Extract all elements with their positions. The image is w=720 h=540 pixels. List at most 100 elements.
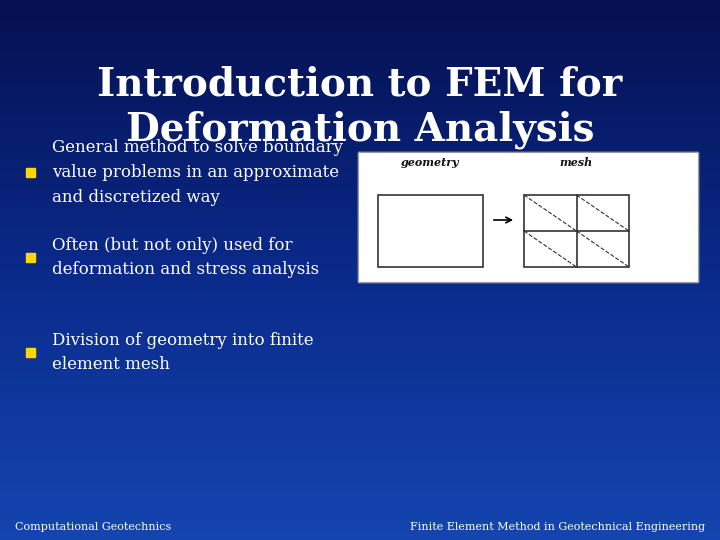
Bar	[0, 266, 720, 270]
Text: Introduction to FEM for: Introduction to FEM for	[97, 66, 623, 104]
Bar	[0, 193, 720, 197]
Bar	[0, 350, 720, 354]
Bar	[0, 291, 720, 294]
Bar	[0, 415, 720, 419]
Bar	[0, 150, 720, 154]
Bar	[0, 534, 720, 537]
Bar	[0, 110, 720, 113]
Bar	[0, 423, 720, 427]
Bar	[0, 247, 720, 251]
Bar	[0, 115, 720, 119]
Bar	[0, 210, 720, 213]
Bar	[0, 458, 720, 462]
Bar	[0, 80, 720, 84]
Bar	[0, 450, 720, 454]
Bar	[0, 31, 720, 35]
Bar	[0, 372, 720, 375]
Bar	[0, 409, 720, 413]
Bar	[0, 183, 720, 186]
Bar	[0, 280, 720, 284]
Bar	[0, 129, 720, 132]
Bar	[0, 185, 720, 189]
Bar	[0, 434, 720, 437]
Bar	[0, 380, 720, 383]
Bar	[0, 253, 720, 256]
Bar	[0, 417, 720, 421]
Bar	[0, 320, 720, 324]
Bar	[0, 469, 720, 472]
Bar	[0, 345, 720, 348]
Bar	[0, 69, 720, 73]
Bar	[0, 420, 720, 424]
Bar	[0, 7, 720, 11]
Bar	[0, 299, 720, 302]
Bar	[0, 301, 720, 305]
Bar	[0, 39, 720, 43]
Bar	[0, 517, 720, 521]
Bar	[358, 152, 698, 282]
Bar	[0, 342, 720, 346]
Bar	[0, 493, 720, 497]
Bar	[0, 482, 720, 486]
Bar	[0, 496, 720, 500]
Bar	[0, 474, 720, 478]
Bar	[0, 64, 720, 68]
Bar	[0, 237, 720, 240]
Bar	[0, 363, 720, 367]
Bar	[0, 515, 720, 518]
Bar	[0, 374, 720, 378]
Bar	[0, 509, 720, 513]
Bar	[0, 358, 720, 362]
Bar	[0, 531, 720, 535]
Bar	[0, 4, 720, 8]
Bar	[0, 102, 720, 105]
Bar	[0, 366, 720, 370]
Bar	[0, 520, 720, 524]
Bar	[0, 156, 720, 159]
Bar	[0, 134, 720, 138]
Text: Finite Element Method in Geotechnical Engineering: Finite Element Method in Geotechnical En…	[410, 522, 705, 532]
Bar	[0, 461, 720, 464]
Text: Deformation Analysis: Deformation Analysis	[126, 111, 594, 149]
Bar	[0, 369, 720, 373]
Bar	[0, 404, 720, 408]
Bar	[0, 180, 720, 184]
Bar	[0, 480, 720, 483]
Text: geometry: geometry	[401, 157, 460, 167]
Bar	[0, 53, 720, 57]
Bar	[0, 326, 720, 329]
Bar	[0, 285, 720, 289]
Bar	[0, 361, 720, 365]
Bar	[0, 137, 720, 140]
Bar	[0, 347, 720, 351]
Bar	[0, 107, 720, 111]
Text: Division of geometry into finite
element mesh: Division of geometry into finite element…	[52, 332, 314, 373]
Bar	[0, 196, 720, 200]
Bar	[0, 407, 720, 410]
Bar	[0, 223, 720, 227]
Bar	[0, 512, 720, 516]
Bar	[0, 501, 720, 505]
Bar	[0, 166, 720, 170]
Bar	[0, 388, 720, 392]
Bar	[0, 93, 720, 97]
Bar	[0, 269, 720, 273]
Bar	[0, 83, 720, 86]
Bar	[0, 10, 720, 14]
Bar	[0, 277, 720, 281]
Bar	[0, 390, 720, 394]
Bar	[0, 18, 720, 22]
Bar	[0, 164, 720, 167]
Bar	[0, 536, 720, 540]
Bar	[0, 504, 720, 508]
Bar	[0, 215, 720, 219]
Bar	[0, 228, 720, 232]
Bar	[0, 336, 720, 340]
Bar	[0, 490, 720, 494]
Bar	[0, 258, 720, 262]
Bar	[25, 348, 35, 357]
Bar	[0, 72, 720, 76]
Bar	[0, 318, 720, 321]
Bar	[0, 212, 720, 216]
Bar	[0, 48, 720, 51]
